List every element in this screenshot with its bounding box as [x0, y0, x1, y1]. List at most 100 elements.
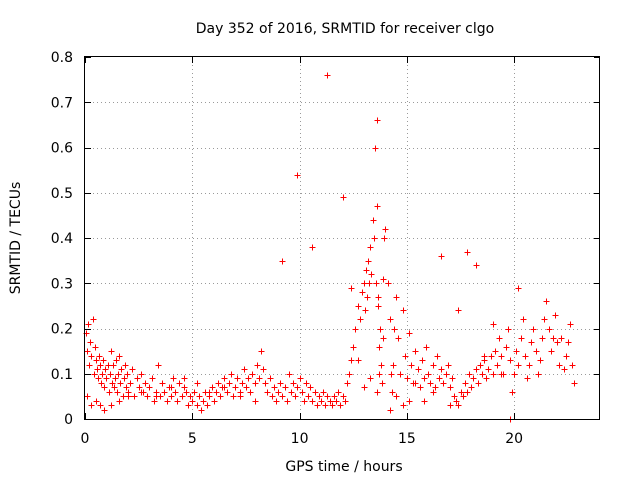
data-point	[118, 366, 125, 373]
data-point	[395, 335, 402, 342]
x-tick-label: 0	[81, 431, 90, 447]
data-point	[337, 402, 344, 409]
data-point	[423, 344, 430, 351]
data-point	[402, 353, 409, 360]
data-point	[496, 335, 503, 342]
data-point	[324, 393, 331, 400]
data-point	[340, 194, 347, 201]
data-point	[99, 371, 106, 378]
data-point	[389, 389, 396, 396]
data-point	[228, 371, 235, 378]
plot-frame	[84, 56, 600, 420]
data-point	[368, 271, 375, 278]
data-point	[342, 398, 349, 405]
data-point	[490, 371, 497, 378]
data-point	[335, 389, 342, 396]
data-point	[393, 294, 400, 301]
data-point	[194, 380, 201, 387]
data-point	[303, 380, 310, 387]
data-point	[194, 402, 201, 409]
data-point	[436, 375, 443, 382]
data-point	[346, 371, 353, 378]
grid-lines	[85, 57, 600, 419]
data-point	[522, 353, 529, 360]
data-point	[388, 371, 395, 378]
data-point	[412, 380, 419, 387]
data-point	[239, 380, 246, 387]
data-point	[390, 362, 397, 369]
data-point	[90, 316, 97, 323]
data-point	[279, 258, 286, 265]
data-point	[94, 366, 101, 373]
data-point	[406, 398, 413, 405]
data-point	[179, 393, 186, 400]
data-point	[569, 362, 576, 369]
data-point	[122, 362, 129, 369]
y-tick-label: 0.5	[51, 186, 73, 202]
data-point	[458, 389, 465, 396]
data-point	[543, 298, 550, 305]
data-point	[340, 393, 347, 400]
data-point	[115, 371, 122, 378]
data-point	[364, 294, 371, 301]
data-point	[260, 366, 267, 373]
y-tick-label: 0.4	[51, 231, 73, 247]
x-tick-label: 20	[505, 431, 523, 447]
data-point	[252, 380, 259, 387]
data-point	[213, 389, 220, 396]
x-tick-label: 10	[291, 431, 309, 447]
data-point	[301, 398, 308, 405]
data-point	[170, 375, 177, 382]
data-point	[93, 398, 100, 405]
data-point	[374, 203, 381, 210]
data-point	[159, 380, 166, 387]
data-point	[535, 371, 542, 378]
data-point	[299, 389, 306, 396]
data-point	[378, 362, 385, 369]
data-point	[96, 353, 103, 360]
data-point	[563, 353, 570, 360]
y-tick-label: 0.7	[51, 95, 73, 111]
data-point	[97, 402, 104, 409]
data-point	[387, 316, 394, 323]
data-point	[352, 326, 359, 333]
data-point	[375, 294, 382, 301]
data-point	[316, 393, 323, 400]
data-point	[443, 371, 450, 378]
data-point	[449, 375, 456, 382]
data-point	[477, 362, 484, 369]
data-point	[381, 235, 388, 242]
data-point	[548, 348, 555, 355]
data-point	[537, 357, 544, 364]
data-point	[107, 371, 114, 378]
data-point	[541, 316, 548, 323]
data-point	[438, 366, 445, 373]
data-point	[91, 371, 98, 378]
data-point	[277, 380, 284, 387]
data-point	[87, 339, 94, 346]
data-point	[297, 375, 304, 382]
data-point	[127, 380, 134, 387]
data-point	[438, 253, 445, 260]
data-point	[498, 371, 505, 378]
data-point	[146, 384, 153, 391]
data-point	[380, 276, 387, 283]
data-point	[550, 335, 557, 342]
data-point	[116, 353, 123, 360]
data-point	[492, 348, 499, 355]
data-point	[168, 393, 175, 400]
data-point	[434, 353, 441, 360]
x-axis-label: GPS time / hours	[285, 459, 402, 475]
data-point	[164, 398, 171, 405]
data-point	[546, 326, 553, 333]
data-point	[252, 398, 259, 405]
data-point	[134, 375, 141, 382]
data-point	[322, 402, 329, 409]
data-point	[275, 389, 282, 396]
data-point	[554, 339, 561, 346]
data-point	[503, 344, 510, 351]
data-point	[138, 389, 145, 396]
data-point	[221, 375, 228, 382]
data-point	[88, 353, 95, 360]
data-point	[556, 362, 563, 369]
